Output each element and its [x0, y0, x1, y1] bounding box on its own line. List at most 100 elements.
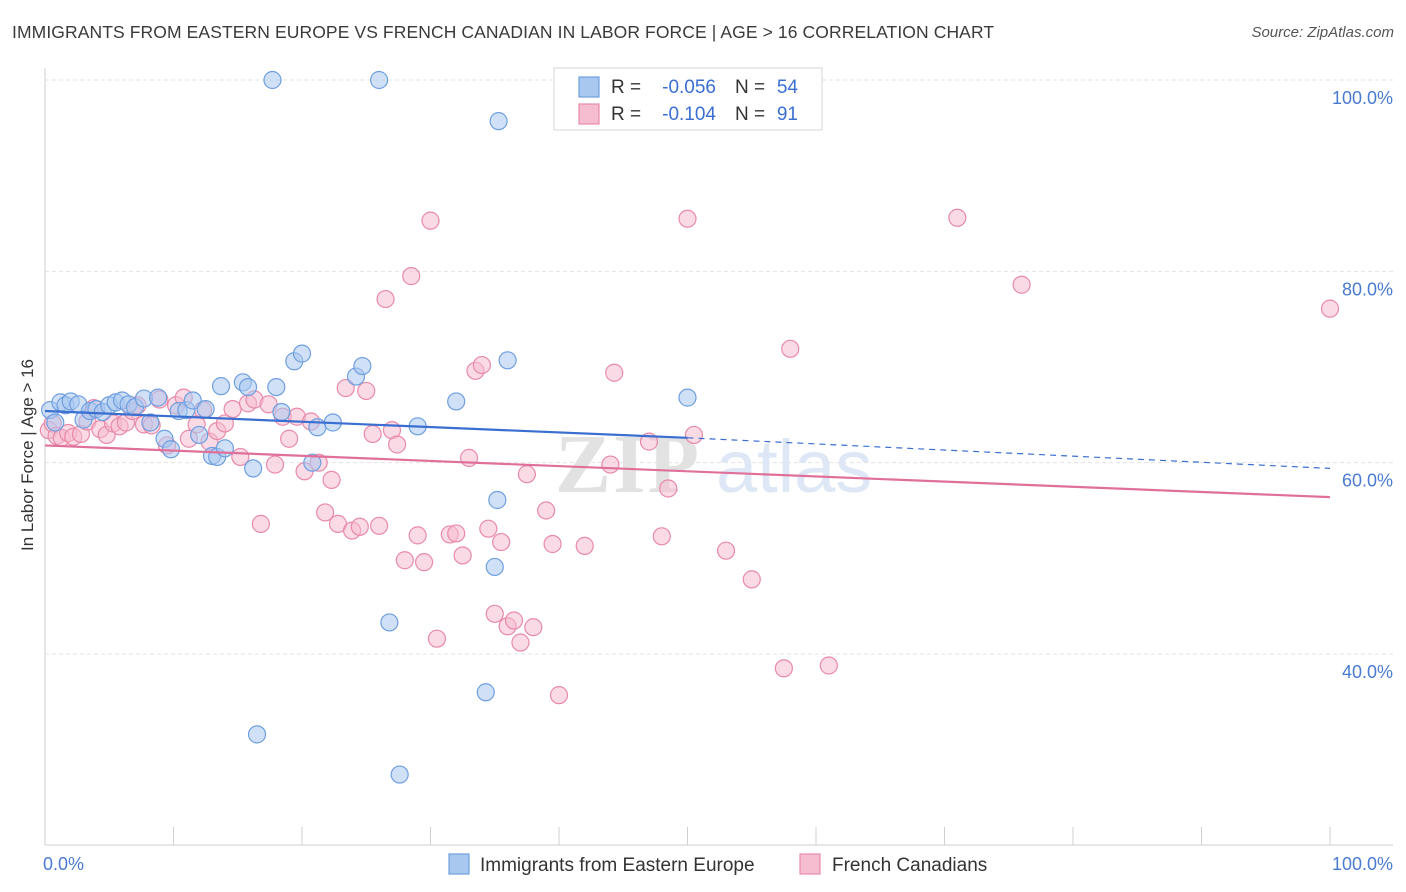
pink-data-point — [357, 381, 376, 401]
pink-data-point — [774, 659, 793, 678]
x-tick-label: 0.0% — [43, 854, 84, 874]
pink-data-point — [511, 633, 530, 652]
pink-data-point — [549, 686, 569, 705]
pink-data-point — [537, 501, 556, 520]
blue-data-point — [183, 391, 202, 410]
pink-data-point — [492, 532, 511, 552]
blue-data-point — [247, 725, 267, 744]
pink-data-point — [322, 470, 341, 489]
pink-legend-swatch — [578, 103, 600, 125]
x-tick-label: 100.0% — [1332, 854, 1393, 874]
pink-data-point — [479, 519, 498, 538]
blue-data-point — [485, 557, 504, 577]
pink-bottom-legend-swatch — [799, 853, 821, 875]
blue-data-point — [46, 413, 65, 432]
blue-trend-line — [44, 409, 688, 439]
grid-lines — [45, 79, 1393, 655]
pink-data-point — [485, 604, 504, 623]
legend-r-value: -0.056 — [662, 77, 716, 98]
blue-data-point — [498, 351, 517, 370]
chart-title: IMMIGRANTS FROM EASTERN EUROPE VS FRENCH… — [12, 22, 995, 42]
pink-data-point — [1012, 275, 1031, 294]
legend-r-label: R = — [611, 104, 641, 125]
blue-data-point — [303, 453, 322, 472]
pink-data-point — [427, 629, 447, 648]
axes: 40.0% 60.0% 80.0% 100.0% 0.0% 100.0% — [43, 68, 1393, 874]
blue-data-point — [678, 388, 697, 407]
pink-data-point — [387, 435, 407, 454]
legend-r-label: R = — [611, 77, 641, 98]
blue-data-point — [211, 377, 231, 396]
blue-legend-swatch — [578, 76, 600, 98]
pink-data-point — [504, 611, 524, 630]
legend-n-label: N = — [735, 104, 765, 125]
bottom-legend-label: Immigrants from Eastern Europe — [480, 855, 755, 876]
pink-data-point — [1320, 299, 1340, 318]
pink-data-point — [251, 514, 270, 533]
blue-data-point — [447, 392, 466, 411]
source-credit: Source: ZipAtlas.com — [1251, 24, 1394, 41]
blue-data-point — [267, 377, 286, 397]
y-tick-label: 80.0% — [1342, 279, 1393, 299]
watermark-text: ZIP — [555, 418, 701, 511]
pink-data-point — [395, 551, 414, 570]
pink-data-point — [716, 541, 736, 560]
legend-n-label: N = — [735, 77, 765, 98]
legend-n-value: 91 — [777, 104, 798, 125]
legend-box: R = -0.056 N = 54 R = -0.104 N = 91 — [553, 67, 823, 131]
blue-data-point — [196, 399, 215, 419]
pink-data-point — [575, 536, 594, 555]
pink-data-point — [659, 479, 678, 498]
pink-data-point — [605, 363, 624, 382]
pink-data-point — [601, 455, 620, 474]
pink-data-point — [948, 208, 967, 227]
blue-trend-extension — [687, 437, 1331, 470]
legend-n-value: 54 — [777, 77, 799, 98]
watermark: ZIP atlas — [555, 418, 872, 511]
trend-lines — [44, 409, 1331, 499]
blue-data-point — [476, 683, 495, 702]
legend-r-value: -0.104 — [662, 104, 716, 125]
bottom-legend-label: French Canadians — [832, 855, 987, 876]
pink-data-point — [363, 424, 382, 444]
blue-data-point — [370, 70, 389, 90]
blue-data-point — [141, 413, 160, 432]
blue-data-point — [238, 377, 258, 397]
pink-data-point — [350, 517, 369, 536]
blue-data-point — [215, 439, 234, 458]
blue-data-point — [244, 459, 263, 478]
blue-data-point — [488, 490, 507, 510]
blue-data-point — [190, 425, 209, 445]
blue-data-point — [380, 613, 399, 632]
pink-data-point — [408, 526, 427, 545]
pink-data-point — [524, 618, 543, 637]
pink-data-point — [370, 516, 389, 535]
pink-data-point — [376, 289, 395, 309]
pink-data-point — [453, 546, 472, 565]
blue-data-point — [353, 356, 372, 376]
blue-data-point — [390, 765, 409, 784]
pink-data-point — [472, 355, 491, 375]
pink-data-point — [223, 399, 242, 419]
pink-data-point — [742, 570, 761, 589]
blue-data-point — [148, 388, 168, 407]
pink-data-point — [265, 455, 285, 474]
pink-data-point — [819, 656, 838, 675]
pink-data-point — [543, 534, 562, 554]
pink-data-point — [684, 425, 704, 445]
pink-data-point — [421, 211, 440, 230]
blue-data-point — [292, 344, 312, 363]
y-tick-label: 100.0% — [1332, 88, 1393, 108]
y-tick-label: 40.0% — [1342, 662, 1393, 682]
blue-data-point — [272, 402, 291, 422]
blue-data-point — [263, 70, 282, 90]
bottom-legend: Immigrants from Eastern Europe French Can… — [448, 853, 987, 876]
pink-data-point — [517, 465, 536, 484]
pink-data-point — [678, 209, 697, 228]
pink-data-point — [781, 339, 800, 358]
pink-data-point — [336, 378, 355, 398]
pink-data-point — [316, 503, 335, 522]
blue-bottom-legend-swatch — [448, 853, 470, 875]
watermark-text: atlas — [716, 425, 872, 508]
pink-trend-line — [44, 444, 1331, 499]
